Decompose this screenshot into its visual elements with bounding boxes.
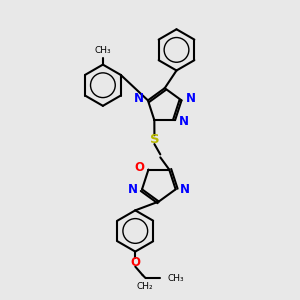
- Text: S: S: [150, 133, 159, 146]
- Text: CH₂: CH₂: [137, 282, 153, 291]
- Text: N: N: [180, 183, 190, 196]
- Text: N: N: [179, 115, 189, 128]
- Text: CH₃: CH₃: [94, 46, 111, 56]
- Text: O: O: [130, 256, 140, 269]
- Text: N: N: [186, 92, 196, 105]
- Text: N: N: [134, 92, 144, 105]
- Text: CH₃: CH₃: [168, 274, 184, 283]
- Text: N: N: [128, 183, 138, 196]
- Text: O: O: [134, 161, 144, 174]
